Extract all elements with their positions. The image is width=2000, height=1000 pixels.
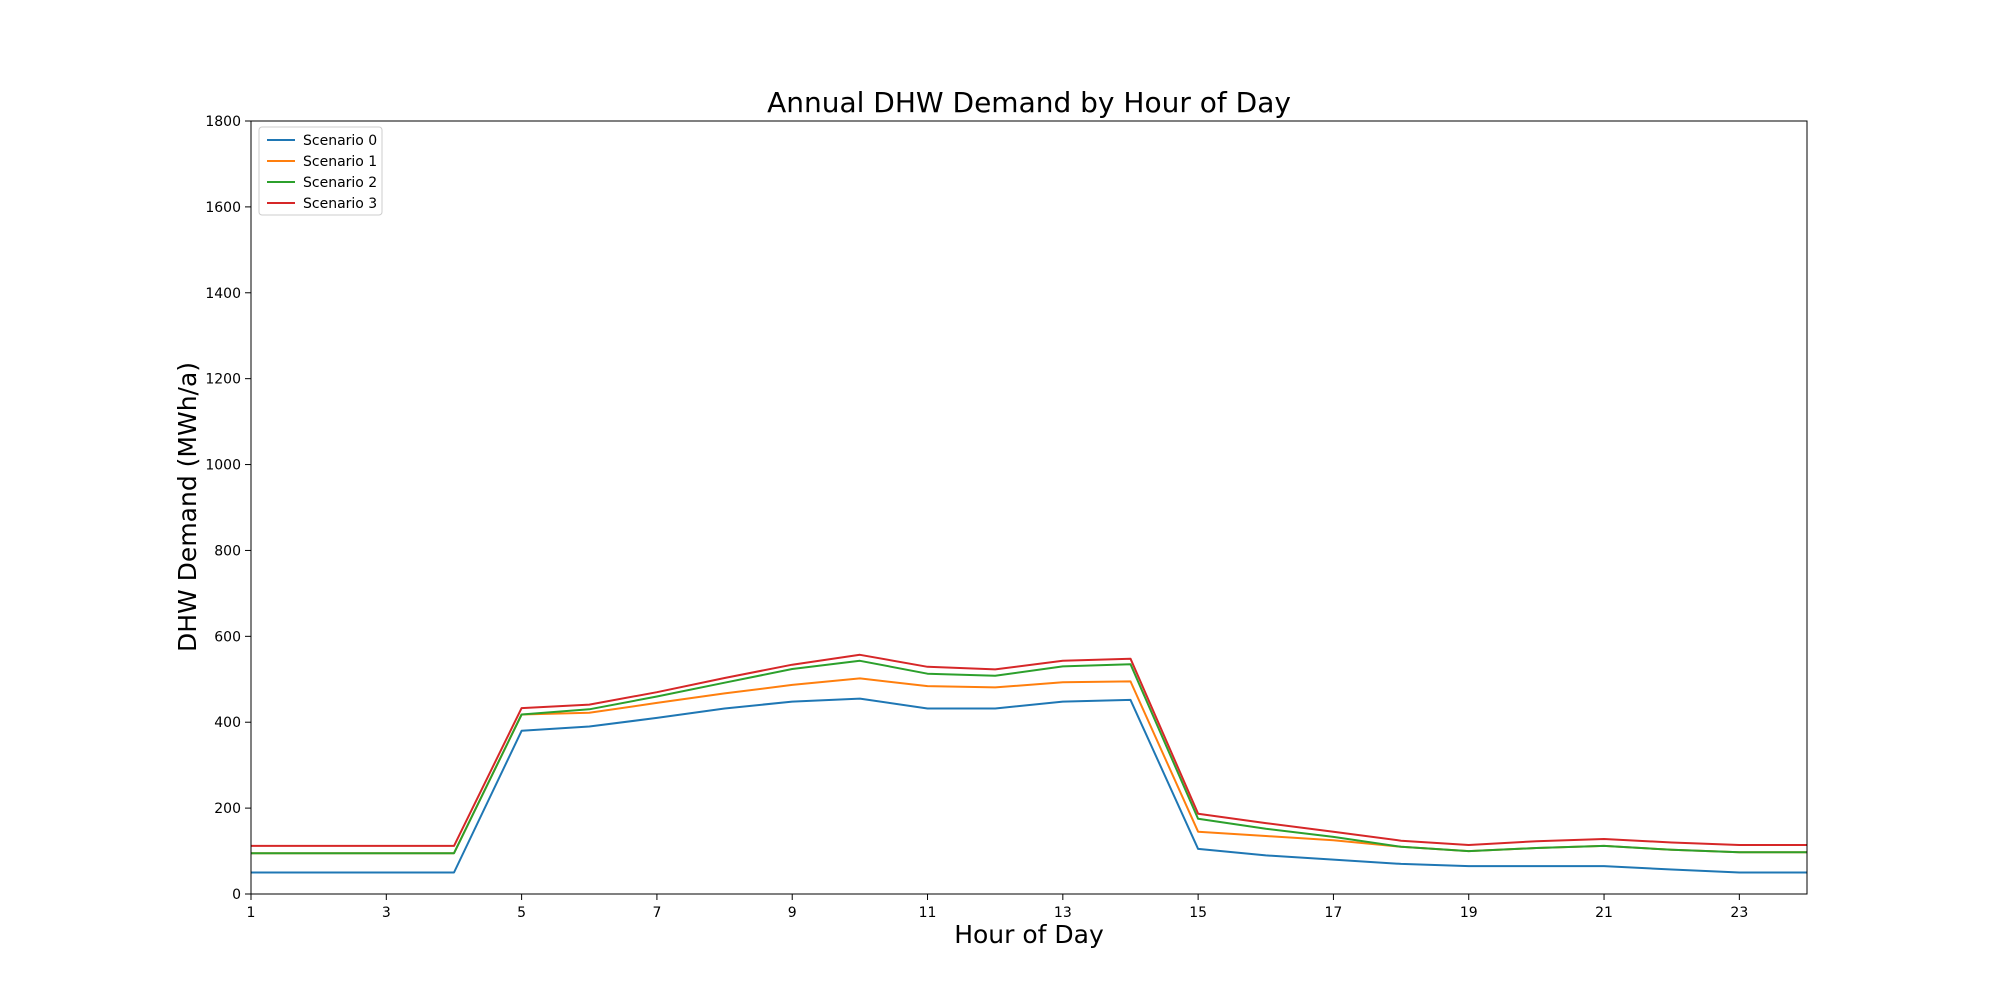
x-tick-label: 9 <box>788 905 797 921</box>
x-axis-ticks: 1 3 5 7 9 11 13 15 17 19 21 23 <box>247 894 1748 921</box>
x-tick-label: 17 <box>1325 905 1343 921</box>
y-tick-label: 200 <box>214 801 241 817</box>
y-axis-label: DHW Demand (MWh/a) <box>173 362 202 652</box>
x-tick-label: 13 <box>1054 905 1072 921</box>
y-tick-label: 1800 <box>205 114 241 130</box>
series-line-scenario-0 <box>251 697 1807 874</box>
series-line-scenario-3 <box>251 653 1807 847</box>
x-tick-label: 5 <box>517 905 526 921</box>
x-axis-label: Hour of Day <box>954 920 1104 949</box>
y-tick-label: 1600 <box>205 200 241 216</box>
x-tick-label: 1 <box>247 905 256 921</box>
legend-label: Scenario 2 <box>303 175 377 191</box>
x-tick-label: 23 <box>1730 905 1748 921</box>
legend-box <box>258 126 383 216</box>
y-tick-label: 600 <box>214 629 241 645</box>
series-lines <box>251 653 1807 874</box>
y-tick-label: 800 <box>214 543 241 559</box>
x-tick-label: 7 <box>652 905 661 921</box>
y-tick-label: 1200 <box>205 372 241 388</box>
legend-label: Scenario 3 <box>303 196 377 212</box>
legend-label: Scenario 0 <box>303 133 377 149</box>
series-line-scenario-2 <box>251 659 1807 855</box>
plot-frame <box>250 120 1808 895</box>
x-tick-label: 21 <box>1595 905 1613 921</box>
x-tick-label: 3 <box>382 905 391 921</box>
y-axis-ticks: 0 200 400 600 800 1000 1200 1400 1600 1800 <box>205 114 251 903</box>
x-tick-label: 11 <box>919 905 937 921</box>
y-tick-label: 0 <box>232 887 241 903</box>
chart-title: Annual DHW Demand by Hour of Day <box>767 86 1291 119</box>
x-tick-label: 19 <box>1460 905 1478 921</box>
y-tick-label: 400 <box>214 715 241 731</box>
y-tick-label: 1000 <box>205 458 241 474</box>
y-tick-label: 1400 <box>205 286 241 302</box>
legend-label: Scenario 1 <box>303 154 377 170</box>
x-tick-label: 15 <box>1189 905 1207 921</box>
legend: Scenario 0 Scenario 1 Scenario 2 Scenario 3 <box>258 126 383 216</box>
